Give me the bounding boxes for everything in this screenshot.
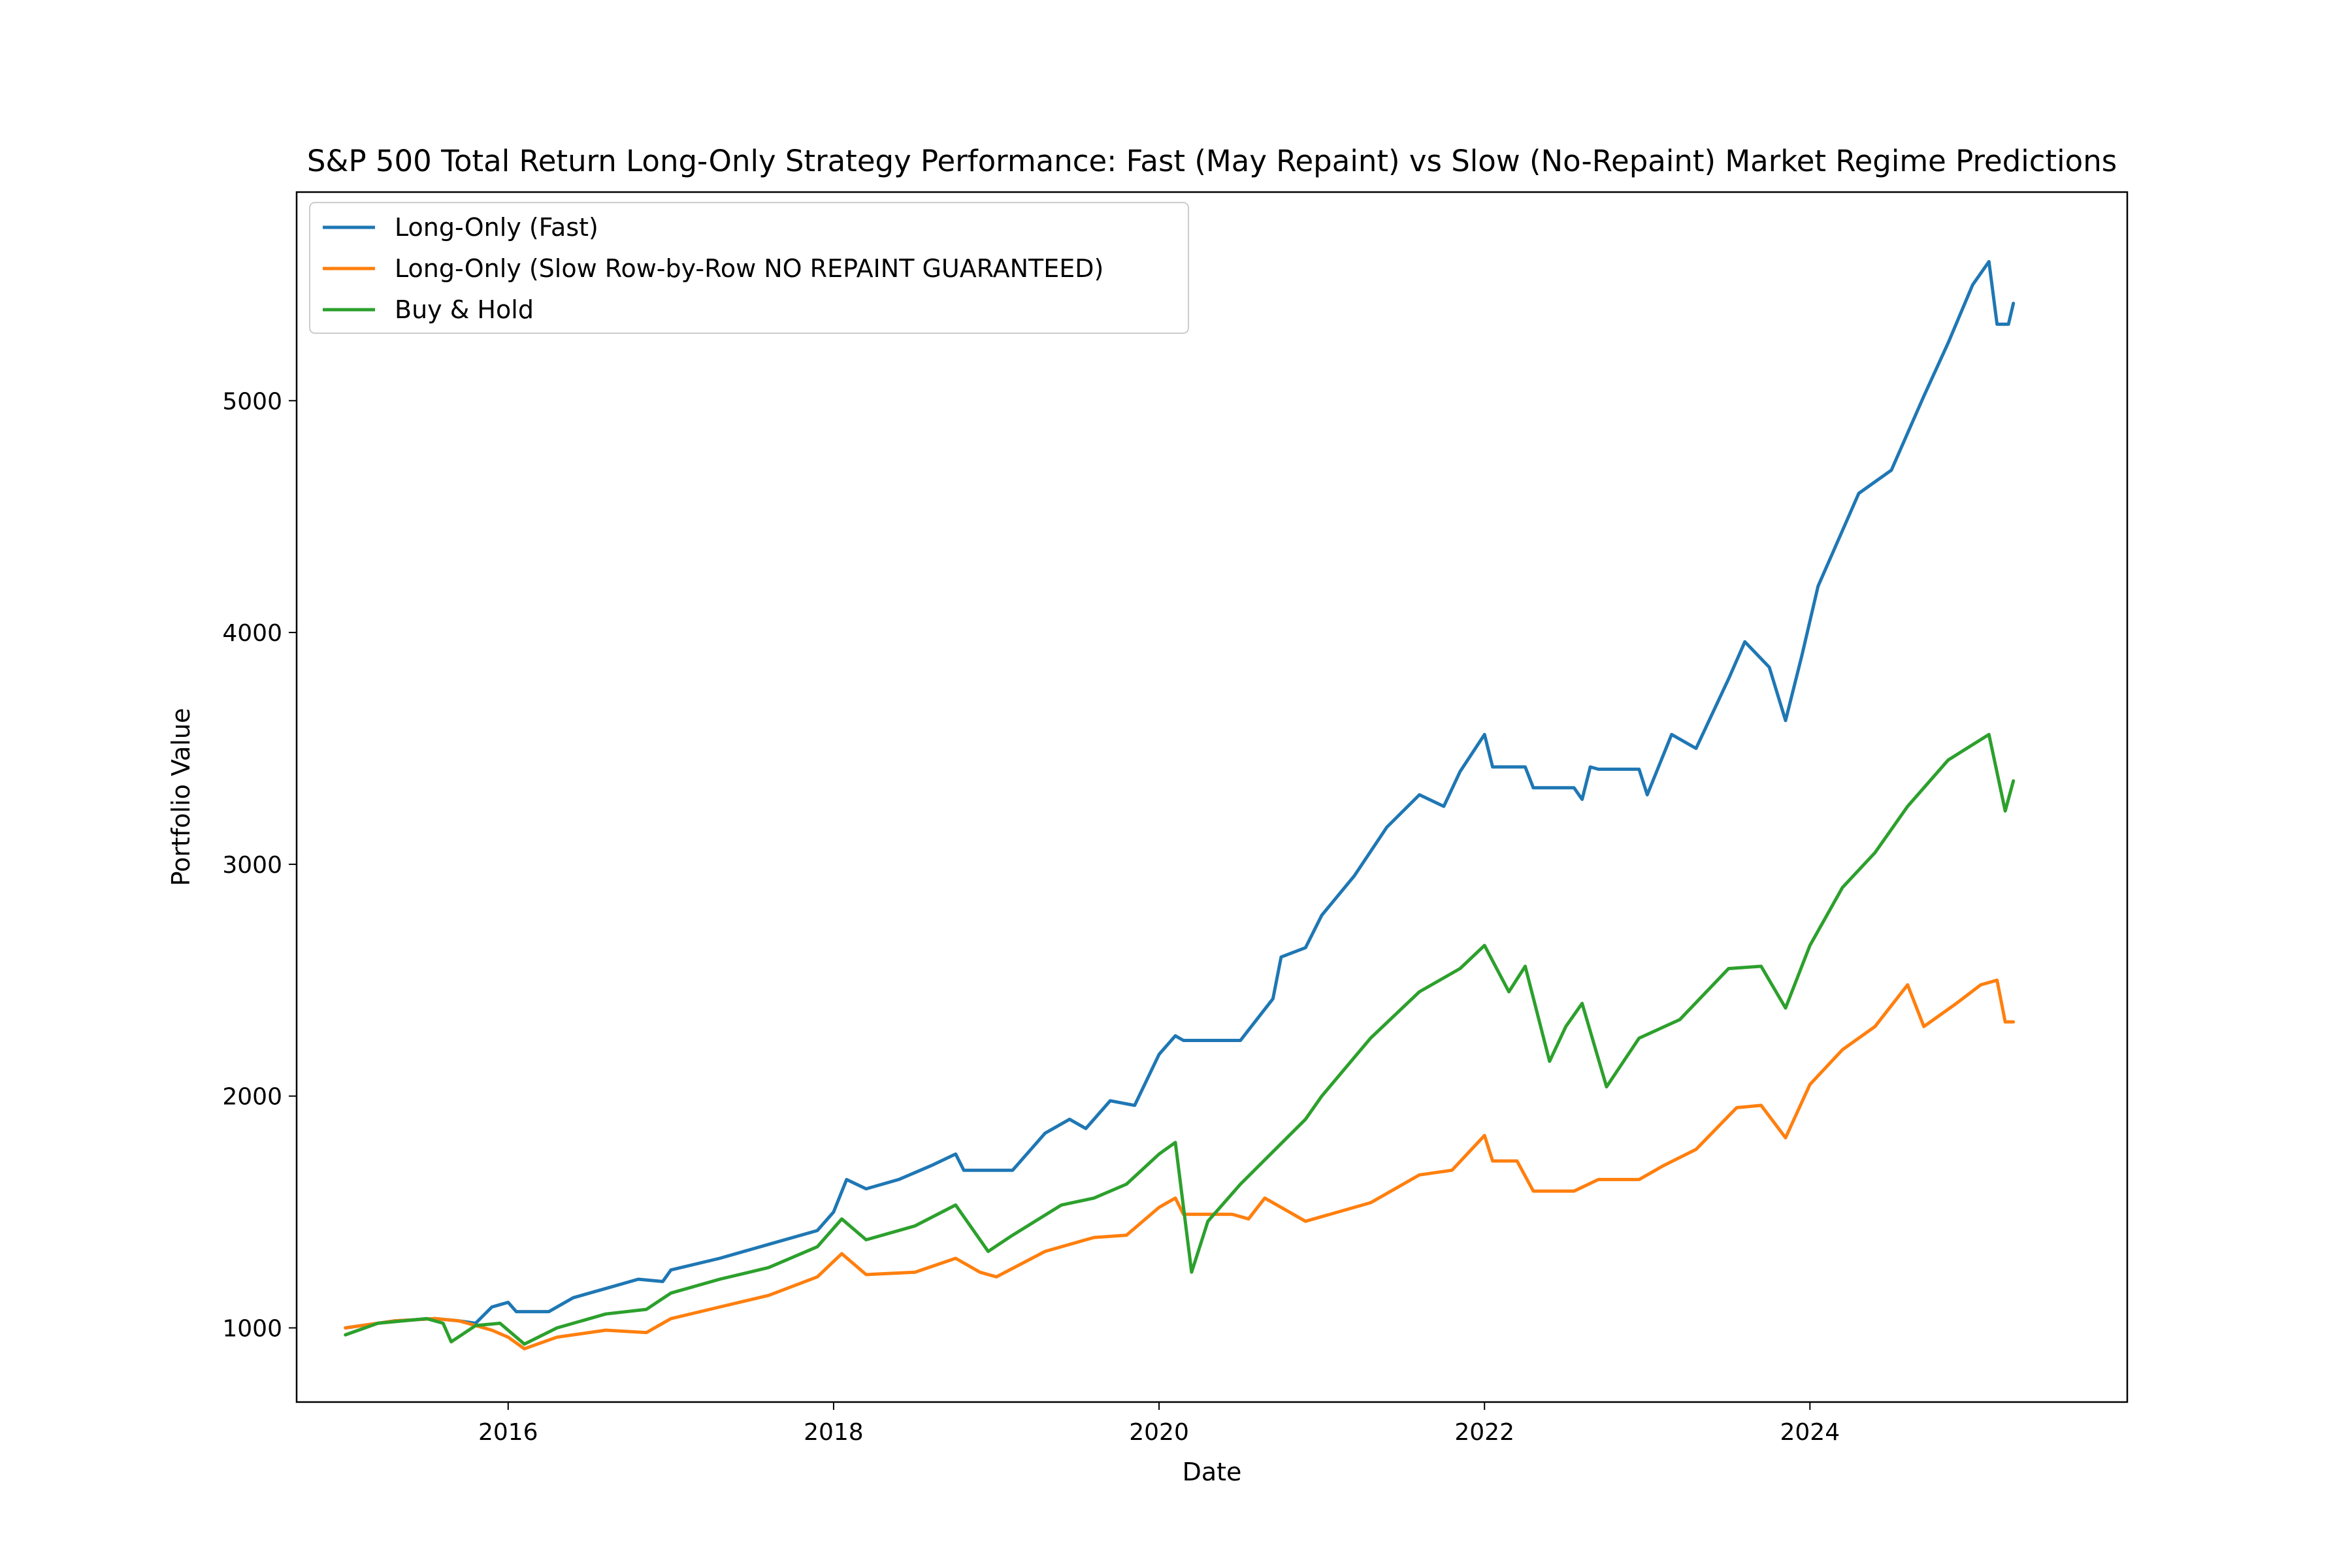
y-tick-label: 5000 xyxy=(222,388,282,415)
x-axis: 2016 2018 2020 2022 2024 xyxy=(478,1402,1840,1446)
plot-area xyxy=(344,259,2016,1350)
y-tick-label: 3000 xyxy=(222,852,282,879)
x-tick-label: 2018 xyxy=(804,1419,864,1446)
y-tick-label: 2000 xyxy=(222,1084,282,1111)
x-tick-label: 2016 xyxy=(478,1419,538,1446)
series-line-2 xyxy=(344,978,2016,1350)
chart-title: S&P 500 Total Return Long-Only Strategy … xyxy=(307,144,2117,178)
y-tick-label: 1000 xyxy=(222,1315,282,1342)
y-tick-label: 4000 xyxy=(222,620,282,647)
legend: Long-Only (Fast) Long-Only (Slow Row-by-R… xyxy=(309,202,1189,334)
y-axis-label: Portfolio Value xyxy=(167,708,195,887)
x-tick-label: 2024 xyxy=(1780,1419,1840,1446)
legend-label: Long-Only (Fast) xyxy=(395,213,598,242)
legend-label: Buy & Hold xyxy=(395,295,534,324)
series-line-3 xyxy=(344,732,2016,1346)
series-line-1 xyxy=(344,259,2016,1330)
x-tick-label: 2020 xyxy=(1129,1419,1189,1446)
legend-label: Long-Only (Slow Row-by-Row NO REPAINT GU… xyxy=(395,254,1103,283)
y-axis: 1000 2000 3000 4000 5000 xyxy=(222,388,297,1342)
x-tick-label: 2022 xyxy=(1454,1419,1514,1446)
plot-frame xyxy=(295,191,2129,1403)
x-axis-label: Date xyxy=(1183,1458,1242,1486)
legend-box xyxy=(309,202,1189,334)
